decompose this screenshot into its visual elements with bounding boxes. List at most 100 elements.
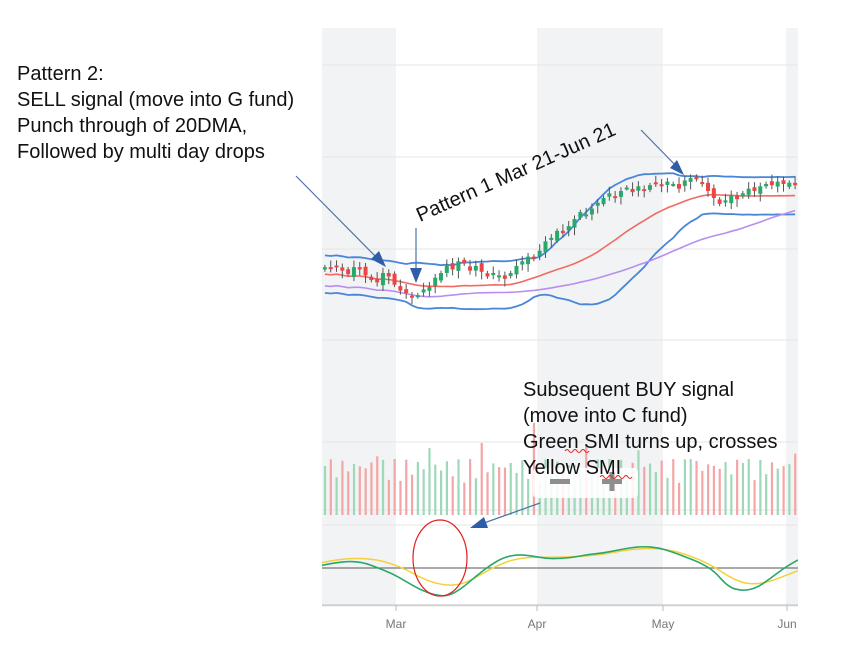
- candle: [566, 220, 571, 237]
- candle-body: [439, 273, 443, 281]
- candle-body: [369, 276, 374, 281]
- volume-bar: [358, 466, 361, 515]
- candle-body: [694, 176, 699, 180]
- candle-body: [392, 273, 397, 285]
- candle: [380, 267, 385, 292]
- candle-body: [415, 295, 420, 298]
- candle: [351, 260, 356, 282]
- candle: [560, 224, 565, 238]
- candle: [415, 292, 420, 299]
- candle: [392, 271, 397, 288]
- volume-bar: [445, 461, 449, 515]
- volume-bar: [724, 462, 727, 515]
- candle: [334, 260, 339, 272]
- pattern2-line-3: Punch through of 20DMA,: [17, 115, 247, 137]
- volume-bar: [707, 464, 710, 515]
- candle: [357, 261, 362, 276]
- candle-body: [427, 287, 432, 291]
- volume-bar: [770, 462, 774, 515]
- volume-bar: [434, 464, 437, 515]
- candle-body: [595, 202, 600, 206]
- x-tick-label: May: [652, 617, 675, 631]
- plus-icon: [602, 472, 622, 491]
- volume-bar: [341, 460, 344, 515]
- candle-body: [409, 295, 414, 298]
- candle-body: [746, 188, 751, 195]
- candle: [450, 258, 455, 276]
- candle-body: [334, 265, 339, 268]
- bollinger-lower: [324, 212, 796, 311]
- candle: [363, 262, 368, 283]
- annotation-arrows: [295, 129, 684, 597]
- zoom-control: [533, 468, 638, 498]
- candle: [630, 182, 635, 197]
- candle-body: [462, 259, 467, 264]
- candle: [601, 195, 606, 207]
- volume-bar: [451, 476, 454, 515]
- candle: [439, 270, 443, 283]
- candle-body: [456, 261, 461, 271]
- volume-bar: [405, 459, 408, 515]
- candle: [398, 279, 403, 295]
- smi-signal-line: [322, 547, 798, 586]
- candle-body: [386, 273, 391, 277]
- candle: [758, 182, 763, 202]
- candle: [636, 181, 641, 197]
- candle: [433, 273, 438, 294]
- candle-body: [560, 230, 565, 234]
- candle-body: [450, 263, 455, 270]
- candle-body: [665, 181, 670, 185]
- candle-body: [682, 180, 687, 186]
- zoom-out-button[interactable]: [538, 470, 582, 496]
- candle: [508, 270, 513, 279]
- volume-bar: [689, 459, 692, 515]
- volume-bar: [463, 482, 466, 515]
- volume-bar: [329, 459, 332, 515]
- candle: [497, 270, 502, 282]
- candle: [752, 182, 757, 197]
- volume-bar: [637, 450, 640, 515]
- smi-line: [322, 545, 798, 597]
- volume-bar: [666, 477, 669, 515]
- candle-body: [479, 263, 484, 272]
- volume-bar: [381, 459, 385, 515]
- candle: [740, 191, 745, 199]
- volume-bar: [736, 459, 739, 515]
- candle-body: [793, 182, 798, 186]
- candle: [671, 181, 676, 187]
- candle: [444, 259, 449, 278]
- candle: [526, 252, 531, 272]
- candle-body: [526, 256, 531, 265]
- candle: [694, 174, 699, 182]
- candle: [717, 197, 722, 207]
- volume-bar: [701, 470, 704, 515]
- candle: [340, 263, 345, 279]
- candle: [427, 281, 432, 297]
- candle: [531, 254, 536, 262]
- volume-bar: [347, 471, 350, 515]
- volume-bar: [648, 463, 652, 515]
- candle-body: [700, 182, 705, 185]
- buy-line-1: Subsequent BUY signal: [523, 379, 734, 401]
- candle: [746, 182, 751, 199]
- candle: [775, 176, 780, 193]
- candle: [624, 185, 629, 191]
- candle-body: [624, 187, 629, 190]
- volume-bar: [370, 462, 373, 515]
- candle: [502, 271, 507, 287]
- candle: [677, 177, 681, 193]
- x-axis-ticks: Mar Apr May Jun: [386, 605, 797, 631]
- volume-bar: [759, 459, 762, 515]
- pattern1-start-arrowhead: [410, 268, 422, 283]
- candle-body: [636, 186, 641, 191]
- smi-panel: [322, 545, 798, 597]
- zoom-in-button[interactable]: [590, 470, 634, 496]
- candle-body: [729, 195, 734, 204]
- candle-body: [769, 181, 774, 186]
- candle-body: [647, 185, 652, 190]
- candle: [589, 203, 594, 221]
- candle-body: [543, 241, 548, 253]
- volume-bar: [654, 471, 657, 515]
- candle-body: [781, 180, 786, 184]
- candle-body: [491, 273, 496, 276]
